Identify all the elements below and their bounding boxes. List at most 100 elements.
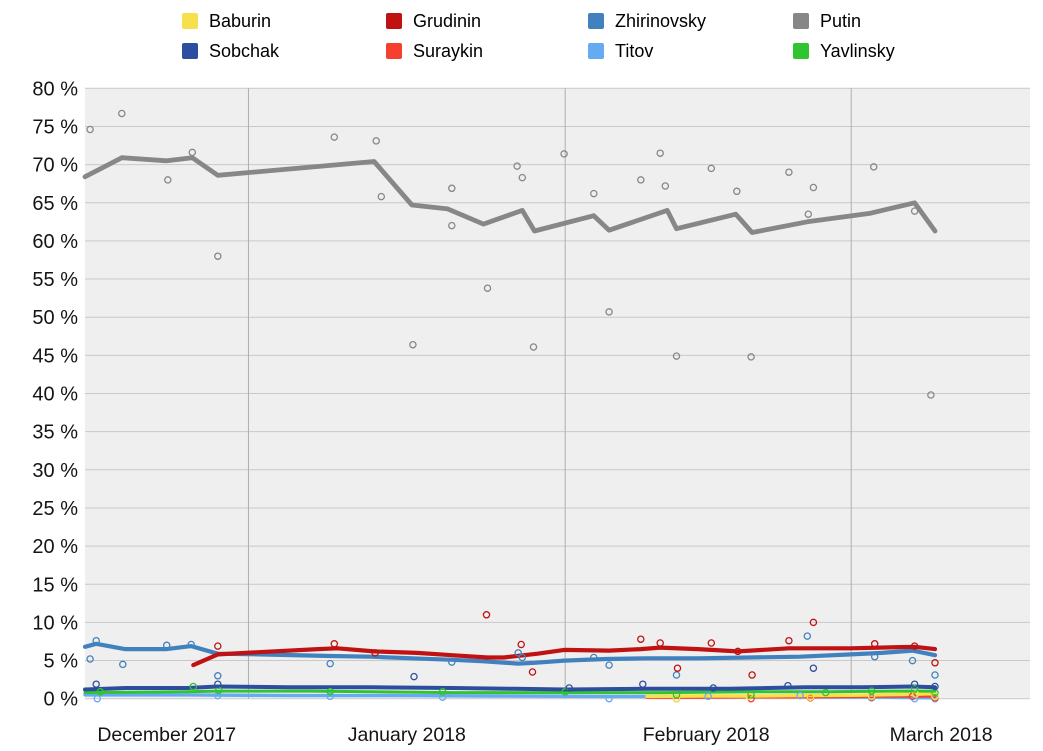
- poll-point: [785, 636, 793, 645]
- poll-point: [747, 691, 755, 699]
- poll-markers-putin: [86, 109, 935, 399]
- poll-point: [806, 693, 815, 701]
- poll-markers-grudinin: [214, 611, 939, 679]
- poll-point: [326, 659, 334, 668]
- poll-point: [910, 694, 919, 703]
- poll-point: [118, 109, 126, 118]
- poll-point: [931, 659, 939, 667]
- poll-point: [910, 642, 919, 650]
- legend-label: Putin: [820, 10, 862, 31]
- legend-item-putin: Putin: [793, 6, 1022, 36]
- y-tick-label: 50 %: [32, 307, 78, 329]
- poll-point: [119, 660, 127, 669]
- legend-color-swatch-baburin: [182, 13, 198, 29]
- poll-point: [448, 184, 456, 193]
- poll-point: [803, 632, 812, 640]
- poll-point: [326, 688, 334, 696]
- poll-markers-baburin: [672, 690, 939, 703]
- poll-point: [747, 353, 755, 361]
- poll-point: [704, 692, 712, 701]
- poll-point: [372, 137, 380, 145]
- poll-point: [748, 671, 756, 679]
- legend-label: Baburin: [209, 10, 272, 31]
- poll-point: [86, 655, 94, 663]
- x-axis-label: March 2018: [890, 724, 993, 746]
- poll-point: [661, 182, 670, 190]
- legend-label: Suraykin: [413, 40, 484, 61]
- legend-color-swatch-yavlinsky: [793, 43, 809, 59]
- trend-line-baburin: [645, 692, 937, 699]
- legend-color-swatch-titov: [588, 43, 604, 59]
- poll-point: [214, 691, 222, 700]
- poll-point: [187, 640, 195, 649]
- poll-point: [214, 680, 222, 688]
- y-tick-label: 35 %: [32, 422, 78, 444]
- poll-point: [377, 192, 386, 201]
- poll-point: [673, 664, 682, 672]
- poll-markers-sobchak: [92, 664, 939, 692]
- poll-point: [931, 692, 939, 701]
- y-axis-tick-labels: 0 % 5 % 10 % 15 % 20 % 25 % 30 % 35 % 40 % 45 % 50…: [32, 78, 78, 710]
- poll-point: [931, 682, 939, 691]
- poll-point: [734, 647, 742, 656]
- y-tick-label: 10 %: [32, 612, 78, 634]
- poll-point: [869, 163, 878, 171]
- x-axis-month-labels: December 2017 January 2018 February 2018 Ma…: [97, 724, 992, 746]
- poll-point: [910, 207, 919, 215]
- poll-point: [867, 692, 876, 701]
- poll-point: [656, 149, 664, 157]
- legend-color-swatch-grudinin: [386, 13, 402, 29]
- poll-point: [804, 210, 813, 218]
- trend-line-sobchak: [83, 684, 937, 692]
- poll-point: [672, 352, 681, 360]
- x-axis-label: December 2017: [97, 724, 236, 746]
- poll-point: [908, 656, 917, 665]
- y-tick-label: 45 %: [32, 345, 78, 367]
- y-tick-label: 20 %: [32, 536, 78, 558]
- poll-point: [93, 694, 102, 703]
- poll-point: [911, 690, 920, 698]
- poll-point: [92, 680, 100, 688]
- poll-point: [784, 681, 792, 690]
- poll-markers: [86, 109, 939, 703]
- trend-lines: [82, 155, 938, 700]
- legend-label: Yavlinsky: [820, 40, 895, 61]
- poll-point: [870, 652, 879, 661]
- legend-item-grudinin: Grudinin: [386, 6, 588, 36]
- trend-line-yavlinsky: [83, 689, 937, 695]
- poll-point: [672, 671, 681, 679]
- poll-point: [637, 635, 645, 643]
- poll-point: [707, 164, 716, 173]
- poll-point: [637, 176, 645, 184]
- poll-point: [410, 672, 418, 681]
- poll-point: [409, 340, 417, 349]
- legend-item-baburin: Baburin: [182, 6, 386, 36]
- poll-point: [188, 148, 197, 157]
- poll-point: [371, 649, 379, 657]
- poll-point: [910, 680, 919, 688]
- poll-point: [590, 189, 598, 198]
- poll-point: [330, 640, 339, 648]
- poll-markers-zhirinovsky: [86, 632, 939, 680]
- poll-point: [214, 672, 222, 680]
- y-tick-label: 0 %: [44, 689, 79, 711]
- poll-point: [483, 284, 492, 292]
- poll-point: [639, 680, 647, 688]
- poll-point: [867, 687, 876, 695]
- poll-point: [672, 694, 681, 703]
- x-axis-label: February 2018: [643, 724, 770, 746]
- y-tick-label: 70 %: [32, 155, 78, 177]
- poll-point: [514, 649, 522, 657]
- poll-point: [513, 162, 521, 170]
- poll-point: [733, 187, 741, 196]
- y-tick-label: 30 %: [32, 460, 78, 482]
- legend-label: Grudinin: [413, 10, 482, 31]
- y-tick-label: 65 %: [32, 193, 78, 215]
- y-tick-label: 75 %: [32, 116, 78, 138]
- poll-point: [518, 653, 527, 662]
- chart-legend: Baburin Grudinin Zhirinovsky Putin Sobchak Su…: [182, 6, 1022, 66]
- poll-point: [438, 693, 447, 701]
- legend-item-yavlinsky: Yavlinsky: [793, 36, 1022, 66]
- y-tick-label: 60 %: [32, 231, 78, 253]
